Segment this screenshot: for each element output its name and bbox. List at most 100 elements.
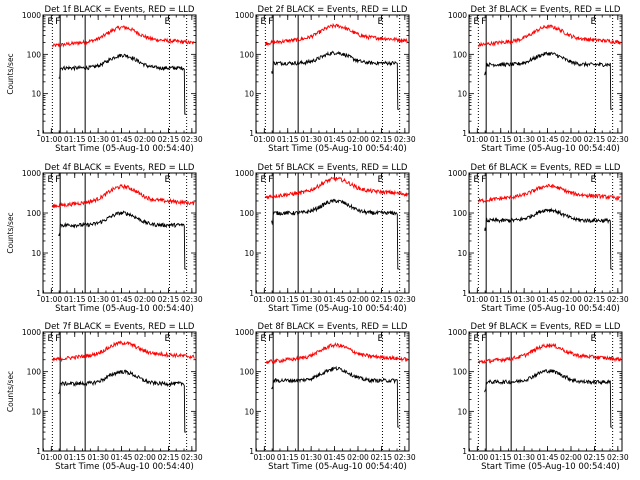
x-tick-label: 02:15 [158, 135, 180, 144]
x-axis-label: Start Time (05-Aug-10 00:54:40) [481, 144, 620, 154]
x-tick-label: 01:15 [277, 453, 299, 462]
x-tick-label: 01:45 [324, 453, 346, 462]
y-tick-label: 1 [249, 447, 254, 456]
x-tick-label: 02:30 [181, 295, 203, 304]
x-tick-label: 01:15 [490, 135, 512, 144]
lld-series-line [265, 176, 408, 200]
plot-frame [468, 172, 623, 294]
plot-frame [255, 14, 410, 134]
y-tick-label: 10 [31, 90, 41, 99]
x-tick-label: 01:15 [490, 295, 512, 304]
chart-title: Det 8f BLACK = Events, RED = LLD [258, 322, 408, 332]
y-tick-label: 10 [244, 90, 254, 99]
chart-title: Det 4f BLACK = Events, RED = LLD [45, 163, 195, 173]
x-tick-label: 02:30 [607, 135, 629, 144]
y-tick-label: 100 [453, 50, 468, 59]
x-tick-label: 01:45 [537, 135, 559, 144]
x-tick-label: 02:00 [347, 135, 369, 144]
y-tick-label: 100 [240, 368, 255, 377]
x-tick-label: 02:15 [371, 295, 393, 304]
y-tick-label: 1 [462, 289, 467, 298]
y-tick-label: 1000 [22, 11, 41, 20]
chart-panel-1: Det 1f BLACK = Events, RED = LLD 1 10 100 10… [6, 5, 203, 154]
y-tick-label: 1 [249, 129, 254, 138]
y-axis-label: Counts/sec [6, 53, 15, 94]
x-tick-label: 02:15 [158, 453, 180, 462]
x-axis-label: Start Time (05-Aug-10 00:54:40) [268, 144, 407, 154]
event-marker-label: F [268, 17, 273, 27]
x-tick-label: 02:15 [371, 453, 393, 462]
chart-title: Det 1f BLACK = Events, RED = LLD [45, 5, 195, 15]
x-tick-label: 01:45 [111, 135, 133, 144]
event-marker-label: E [377, 175, 383, 185]
lld-series-line [477, 24, 621, 49]
event-marker-label: E [377, 17, 383, 27]
y-tick-label: 10 [457, 249, 467, 258]
event-marker-label: F [268, 175, 273, 185]
x-tick-label: 01:45 [111, 453, 133, 462]
x-tick-label: 01:00 [254, 295, 276, 304]
chart-title: Det 7f BLACK = Events, RED = LLD [45, 322, 195, 332]
events-series-line [58, 369, 187, 433]
x-tick-label: 01:30 [300, 453, 322, 462]
x-tick-label: 02:30 [394, 453, 416, 462]
x-tick-label: 02:15 [158, 295, 180, 304]
lld-series-line [477, 183, 621, 204]
lld-series-line [265, 341, 408, 364]
y-axis-label: Counts/sec [6, 212, 15, 253]
events-series-line [484, 369, 613, 428]
events-series-line [484, 51, 613, 110]
x-tick-label: 01:15 [490, 453, 512, 462]
x-tick-label: 02:30 [607, 453, 629, 462]
event-marker-label: E [164, 334, 170, 344]
x-axis-label: Start Time (05-Aug-10 00:54:40) [55, 462, 194, 472]
y-tick-label: 10 [31, 407, 41, 416]
y-tick-label: 10 [457, 90, 467, 99]
chart-panel-9: Det 9f BLACK = Events, RED = LLD 1 10 100 10… [448, 322, 629, 472]
plot-frame [42, 14, 197, 134]
y-tick-label: 1000 [448, 11, 467, 20]
x-tick-label: 02:00 [134, 453, 156, 462]
events-series-line [58, 53, 187, 115]
event-marker-label: F [481, 334, 486, 344]
x-tick-label: 01:45 [111, 295, 133, 304]
chart-title: Det 9f BLACK = Events, RED = LLD [471, 322, 621, 332]
lld-series-line [51, 25, 195, 48]
lld-series-line [51, 340, 195, 363]
event-marker-label: E [590, 334, 596, 344]
event-marker-label: F [481, 175, 486, 185]
event-marker-label: E [590, 17, 596, 27]
event-marker-label: F [55, 334, 60, 344]
chart-panel-5: Det 5f BLACK = Events, RED = LLD 1 10 100 10… [235, 163, 416, 314]
x-tick-label: 01:15 [64, 453, 86, 462]
lld-series-line [478, 342, 621, 365]
chart-title: Det 5f BLACK = Events, RED = LLD [258, 163, 408, 173]
x-tick-label: 01:45 [537, 295, 559, 304]
y-axis-label: Counts/sec [6, 371, 15, 412]
x-tick-label: 01:30 [87, 135, 109, 144]
x-tick-label: 01:15 [64, 135, 86, 144]
y-tick-label: 100 [27, 50, 42, 59]
x-tick-label: 01:00 [467, 295, 489, 304]
x-tick-label: 01:00 [467, 453, 489, 462]
x-tick-label: 02:30 [181, 453, 203, 462]
x-tick-label: 02:15 [584, 453, 606, 462]
x-tick-label: 02:00 [560, 453, 582, 462]
y-tick-label: 10 [31, 249, 41, 258]
x-tick-label: 01:30 [513, 453, 535, 462]
y-tick-label: 1000 [235, 11, 254, 20]
event-marker-label: F [55, 175, 60, 185]
x-tick-label: 02:00 [347, 295, 369, 304]
event-marker-label: F [481, 17, 486, 27]
chart-title: Det 6f BLACK = Events, RED = LLD [471, 163, 621, 173]
x-tick-label: 01:00 [254, 453, 276, 462]
x-tick-label: 02:00 [347, 453, 369, 462]
x-tick-label: 02:00 [134, 295, 156, 304]
x-tick-label: 01:15 [277, 295, 299, 304]
event-marker-label: F [268, 334, 273, 344]
x-tick-label: 01:00 [41, 453, 63, 462]
x-tick-label: 02:00 [560, 295, 582, 304]
y-tick-label: 1000 [235, 328, 254, 337]
x-tick-label: 02:00 [134, 135, 156, 144]
